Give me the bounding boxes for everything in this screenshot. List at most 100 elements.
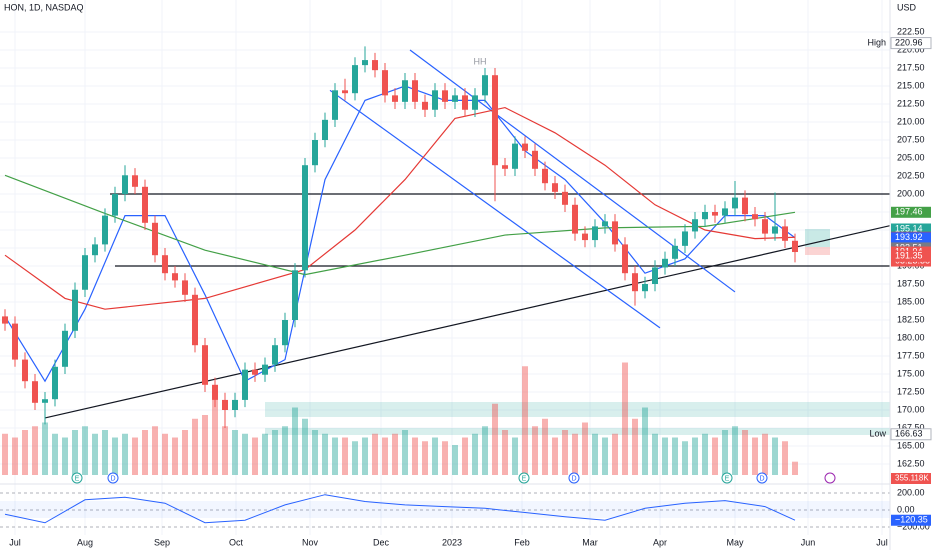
candle-body <box>412 80 418 102</box>
event-marker <box>71 472 83 484</box>
volume-bar <box>352 441 358 475</box>
volume-bar <box>462 437 468 475</box>
candle-body <box>372 60 378 71</box>
candle-body <box>492 75 498 166</box>
volume-bar <box>512 437 518 475</box>
y-tick-label: 170.00 <box>897 404 925 414</box>
chart-title: HON, 1D, NASDAQ <box>4 2 84 12</box>
candle-body <box>92 244 98 256</box>
volume-bar <box>762 433 768 475</box>
volume-bar <box>432 437 438 475</box>
candle-body <box>42 399 48 403</box>
volume-bar <box>232 430 238 475</box>
x-tick-label: Mar <box>582 537 598 547</box>
volume-bar <box>702 433 708 475</box>
candle-body <box>752 214 758 220</box>
candle-body <box>772 226 778 234</box>
currency-label: USD <box>897 2 917 12</box>
event-label: D <box>759 475 764 482</box>
tag-label: Low <box>869 429 886 439</box>
volume-bar <box>402 430 408 475</box>
trend-line <box>44 225 891 419</box>
candle-body <box>212 384 218 400</box>
candle-body <box>422 101 428 110</box>
y-tick-label: 162.50 <box>897 458 925 468</box>
candle-body <box>252 369 258 375</box>
candle-body <box>292 270 298 320</box>
candle-body <box>172 273 178 281</box>
candle-body <box>672 245 678 259</box>
candle-body <box>562 191 568 205</box>
volume-bar <box>472 433 478 475</box>
volume-bar <box>82 426 88 475</box>
trend-line <box>409 49 736 293</box>
candle-body <box>462 95 468 110</box>
y-tick-label: 215.00 <box>897 80 925 90</box>
candle-body <box>162 255 168 274</box>
x-tick-label: 2023 <box>442 537 462 547</box>
candle-body <box>122 175 128 194</box>
candle-body <box>52 366 58 400</box>
y-tick-label: 210.00 <box>897 116 925 126</box>
volume-bar <box>202 415 208 475</box>
candle-body <box>82 255 88 290</box>
volume-bar <box>272 430 278 475</box>
volume-bar <box>92 433 98 475</box>
volume-bar <box>162 433 168 475</box>
y-tick-label: 165.00 <box>897 440 925 450</box>
volume-bar <box>12 437 18 475</box>
candle-body <box>132 175 138 187</box>
volume-bar <box>322 433 328 475</box>
candle-body <box>742 197 748 215</box>
event-marker <box>756 472 768 484</box>
candle-body <box>32 381 38 403</box>
volume-bar <box>312 430 318 475</box>
volume-bar <box>622 362 628 475</box>
candle-body <box>302 165 308 271</box>
candle-body <box>202 345 208 385</box>
volume-bar <box>682 441 688 475</box>
volume-bar <box>212 400 218 475</box>
candle-body <box>72 289 78 331</box>
y-tick-label: 167.50 <box>897 422 925 432</box>
volume-bar <box>62 437 68 475</box>
candle-body <box>532 150 538 169</box>
candle-body <box>12 323 18 360</box>
price-tag-label: 191.35 <box>895 251 923 261</box>
volume-bar <box>482 426 488 475</box>
volume-bar <box>372 433 378 475</box>
candle-body <box>242 369 248 400</box>
candle-body <box>22 359 28 382</box>
event-label: E <box>75 475 80 482</box>
volume-bar <box>632 418 638 475</box>
volume-bar <box>412 437 418 475</box>
oscillator-line <box>4 494 796 524</box>
volume-bar <box>732 426 738 475</box>
event-marker <box>721 472 733 484</box>
candle-body <box>102 215 108 245</box>
position-target <box>805 229 830 247</box>
volume-bar <box>392 433 398 475</box>
y-tick-label: 182.50 <box>897 314 925 324</box>
volume-tag <box>891 473 931 484</box>
candle-body <box>482 75 488 96</box>
candle-body <box>682 231 688 246</box>
volume-bar <box>222 426 228 475</box>
volume-bar <box>32 426 38 475</box>
event-label: D <box>571 475 576 482</box>
candle-body <box>392 95 398 102</box>
y-tick-label: 177.50 <box>897 350 925 360</box>
event-label: E <box>522 475 527 482</box>
price-tag-label: 220.96 <box>895 37 923 47</box>
y-tick-label: 217.50 <box>897 62 925 72</box>
candle-body <box>792 240 798 253</box>
volume-bar <box>752 437 758 475</box>
price-tag <box>890 37 932 50</box>
y-tick-label: 212.50 <box>897 98 925 108</box>
x-tick-label: Jul <box>876 537 888 547</box>
event-marker <box>518 472 530 484</box>
event-label: D <box>110 475 115 482</box>
x-tick-label: Jun <box>801 537 816 547</box>
volume-bar <box>442 441 448 475</box>
